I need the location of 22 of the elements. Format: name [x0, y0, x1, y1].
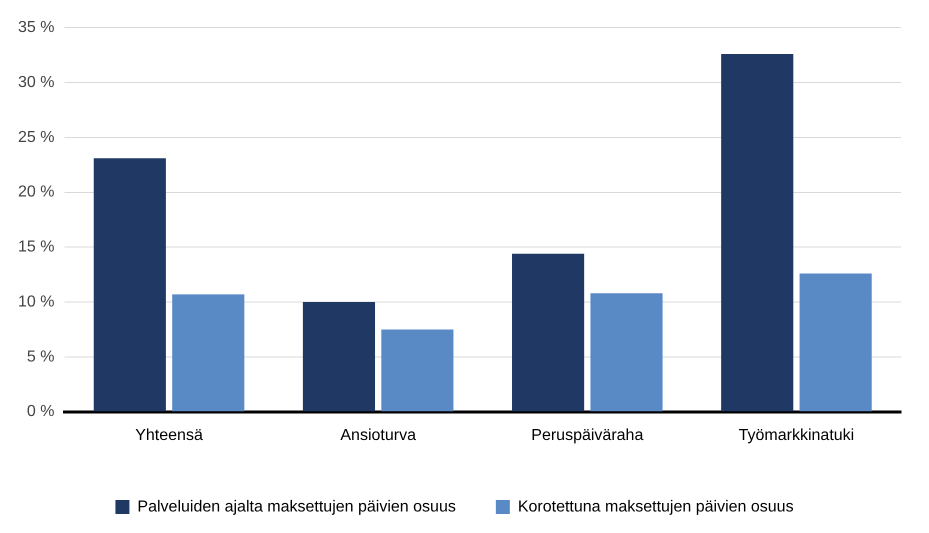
bar: [381, 329, 454, 412]
y-tick-label: 30 %: [18, 74, 54, 91]
y-tick-label: 0 %: [26, 403, 54, 420]
bar: [94, 158, 166, 412]
y-tick-label: 15 %: [18, 238, 54, 256]
bar: [800, 273, 872, 412]
legend-label: Palveluiden ajalta maksettujen päivien osuus: [137, 498, 456, 516]
y-tick-label: 25 %: [18, 128, 54, 146]
legend-label: Korotettuna maksettujen päivien osuus: [518, 498, 794, 516]
bar: [512, 254, 584, 412]
x-tick-label: Ansioturva: [340, 426, 416, 444]
bar: [590, 293, 663, 412]
x-tick-label: Peruspäiväraha: [531, 426, 644, 444]
bar: [172, 294, 244, 412]
y-tick-label: 5 %: [26, 348, 54, 366]
y-tick-label: 35 %: [18, 19, 54, 36]
x-tick-label: Työmarkkinatuki: [738, 426, 854, 444]
y-tick-label: 20 %: [18, 184, 54, 201]
x-tick-label: Yhteensä: [135, 426, 203, 444]
bar: [302, 302, 376, 412]
y-tick-label: 10 %: [18, 293, 54, 310]
bar: [721, 54, 794, 412]
